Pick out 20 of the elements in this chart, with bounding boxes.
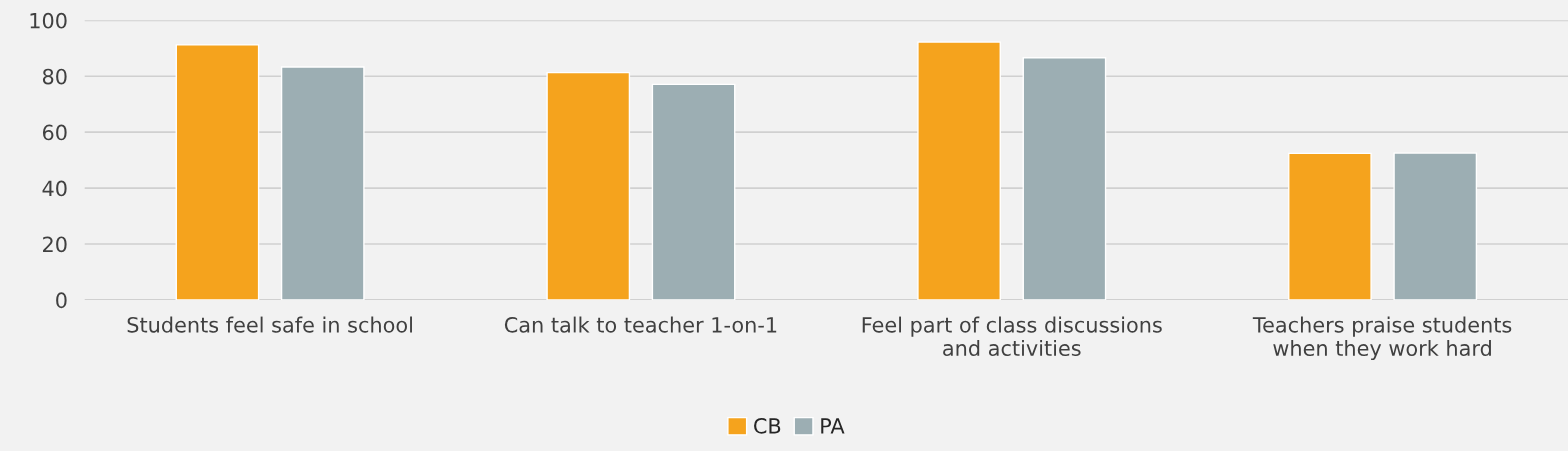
bar [546,71,631,300]
x-tick-label: Can talk to teacher 1-on-1 [504,316,777,333]
y-tick-label: 0 [56,292,67,309]
x-tick-label: Teachers praise students when they work hard [1252,316,1512,361]
bar [280,66,365,300]
bar [1022,57,1107,300]
bar [917,41,1001,300]
x-tick-label: Feel part of class discussions and activities [862,316,1162,357]
bar [651,83,736,300]
legend-label: CB [754,417,781,434]
y-tick-label: 40 [42,180,67,197]
legend-label: PA [821,418,845,434]
y-tick-label: 100 [30,12,67,29]
bar [1393,152,1478,300]
bar [1288,152,1372,300]
y-tick-label: 60 [42,124,67,141]
bar [175,44,260,300]
y-tick-label: 80 [42,68,67,85]
x-tick-label: Students feel safe in school [127,316,412,333]
y-tick-label: 20 [43,236,67,253]
